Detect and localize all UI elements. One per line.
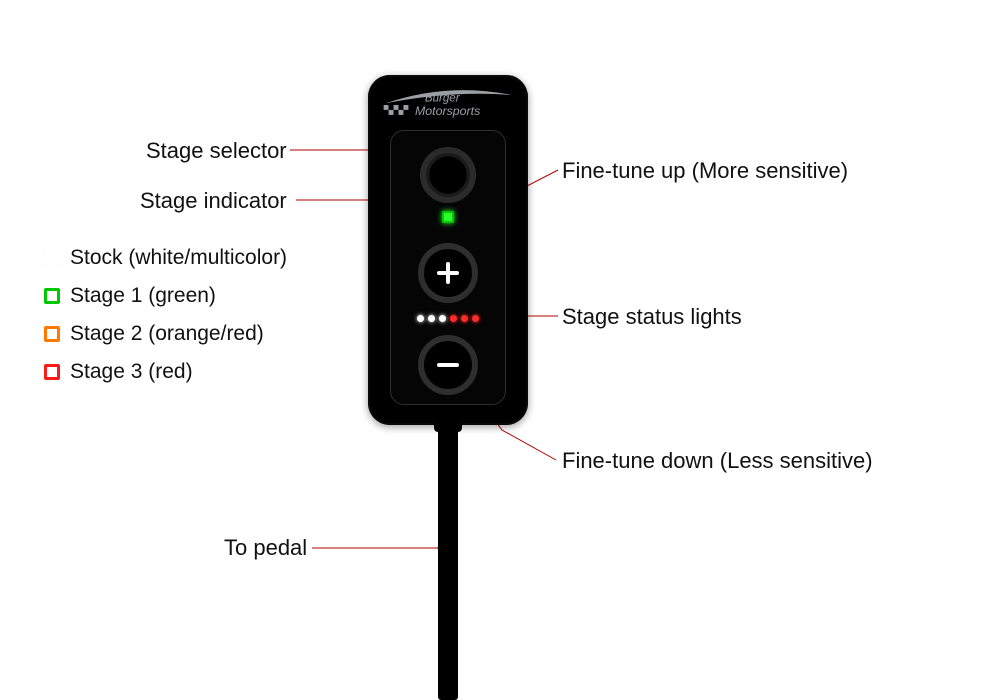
status-dot — [461, 315, 468, 322]
pedal-cable — [438, 420, 458, 700]
label-fine-tune-up: Fine-tune up (More sensitive) — [562, 158, 848, 184]
legend-swatch — [44, 288, 60, 304]
legend-text: Stock (white/multicolor) — [70, 246, 287, 270]
legend-item: Stage 3 (red) — [44, 360, 287, 384]
device-body: Burger Motorsports — [368, 75, 528, 425]
label-stage-selector: Stage selector — [146, 138, 287, 164]
label-fine-tune-down: Fine-tune down (Less sensitive) — [562, 448, 873, 474]
svg-text:Burger: Burger — [425, 93, 461, 105]
legend-item: Stage 2 (orange/red) — [44, 322, 287, 346]
svg-text:Motorsports: Motorsports — [415, 104, 480, 118]
fine-tune-up-button[interactable] — [418, 243, 478, 303]
status-dot — [450, 315, 457, 322]
status-dot — [428, 315, 435, 322]
label-stage-status: Stage status lights — [562, 304, 742, 330]
label-stage-indicator: Stage indicator — [140, 188, 287, 214]
legend: Stock (white/multicolor) Stage 1 (green) S… — [44, 246, 287, 384]
label-to-pedal: To pedal — [224, 535, 307, 561]
status-dot — [472, 315, 479, 322]
control-panel — [390, 130, 506, 405]
stage-selector-button[interactable] — [420, 147, 476, 203]
legend-swatch — [44, 326, 60, 342]
legend-item: Stock (white/multicolor) — [44, 246, 287, 270]
legend-item: Stage 1 (green) — [44, 284, 287, 308]
brand-logo: Burger Motorsports — [382, 85, 514, 125]
legend-swatch — [44, 364, 60, 380]
stage-indicator-led — [442, 211, 454, 223]
status-dot — [439, 315, 446, 322]
stage-status-lights — [417, 315, 479, 322]
legend-text: Stage 1 (green) — [70, 284, 216, 308]
legend-swatch — [44, 250, 60, 266]
status-dot — [417, 315, 424, 322]
legend-text: Stage 2 (orange/red) — [70, 322, 264, 346]
legend-text: Stage 3 (red) — [70, 360, 193, 384]
fine-tune-down-button[interactable] — [418, 335, 478, 395]
